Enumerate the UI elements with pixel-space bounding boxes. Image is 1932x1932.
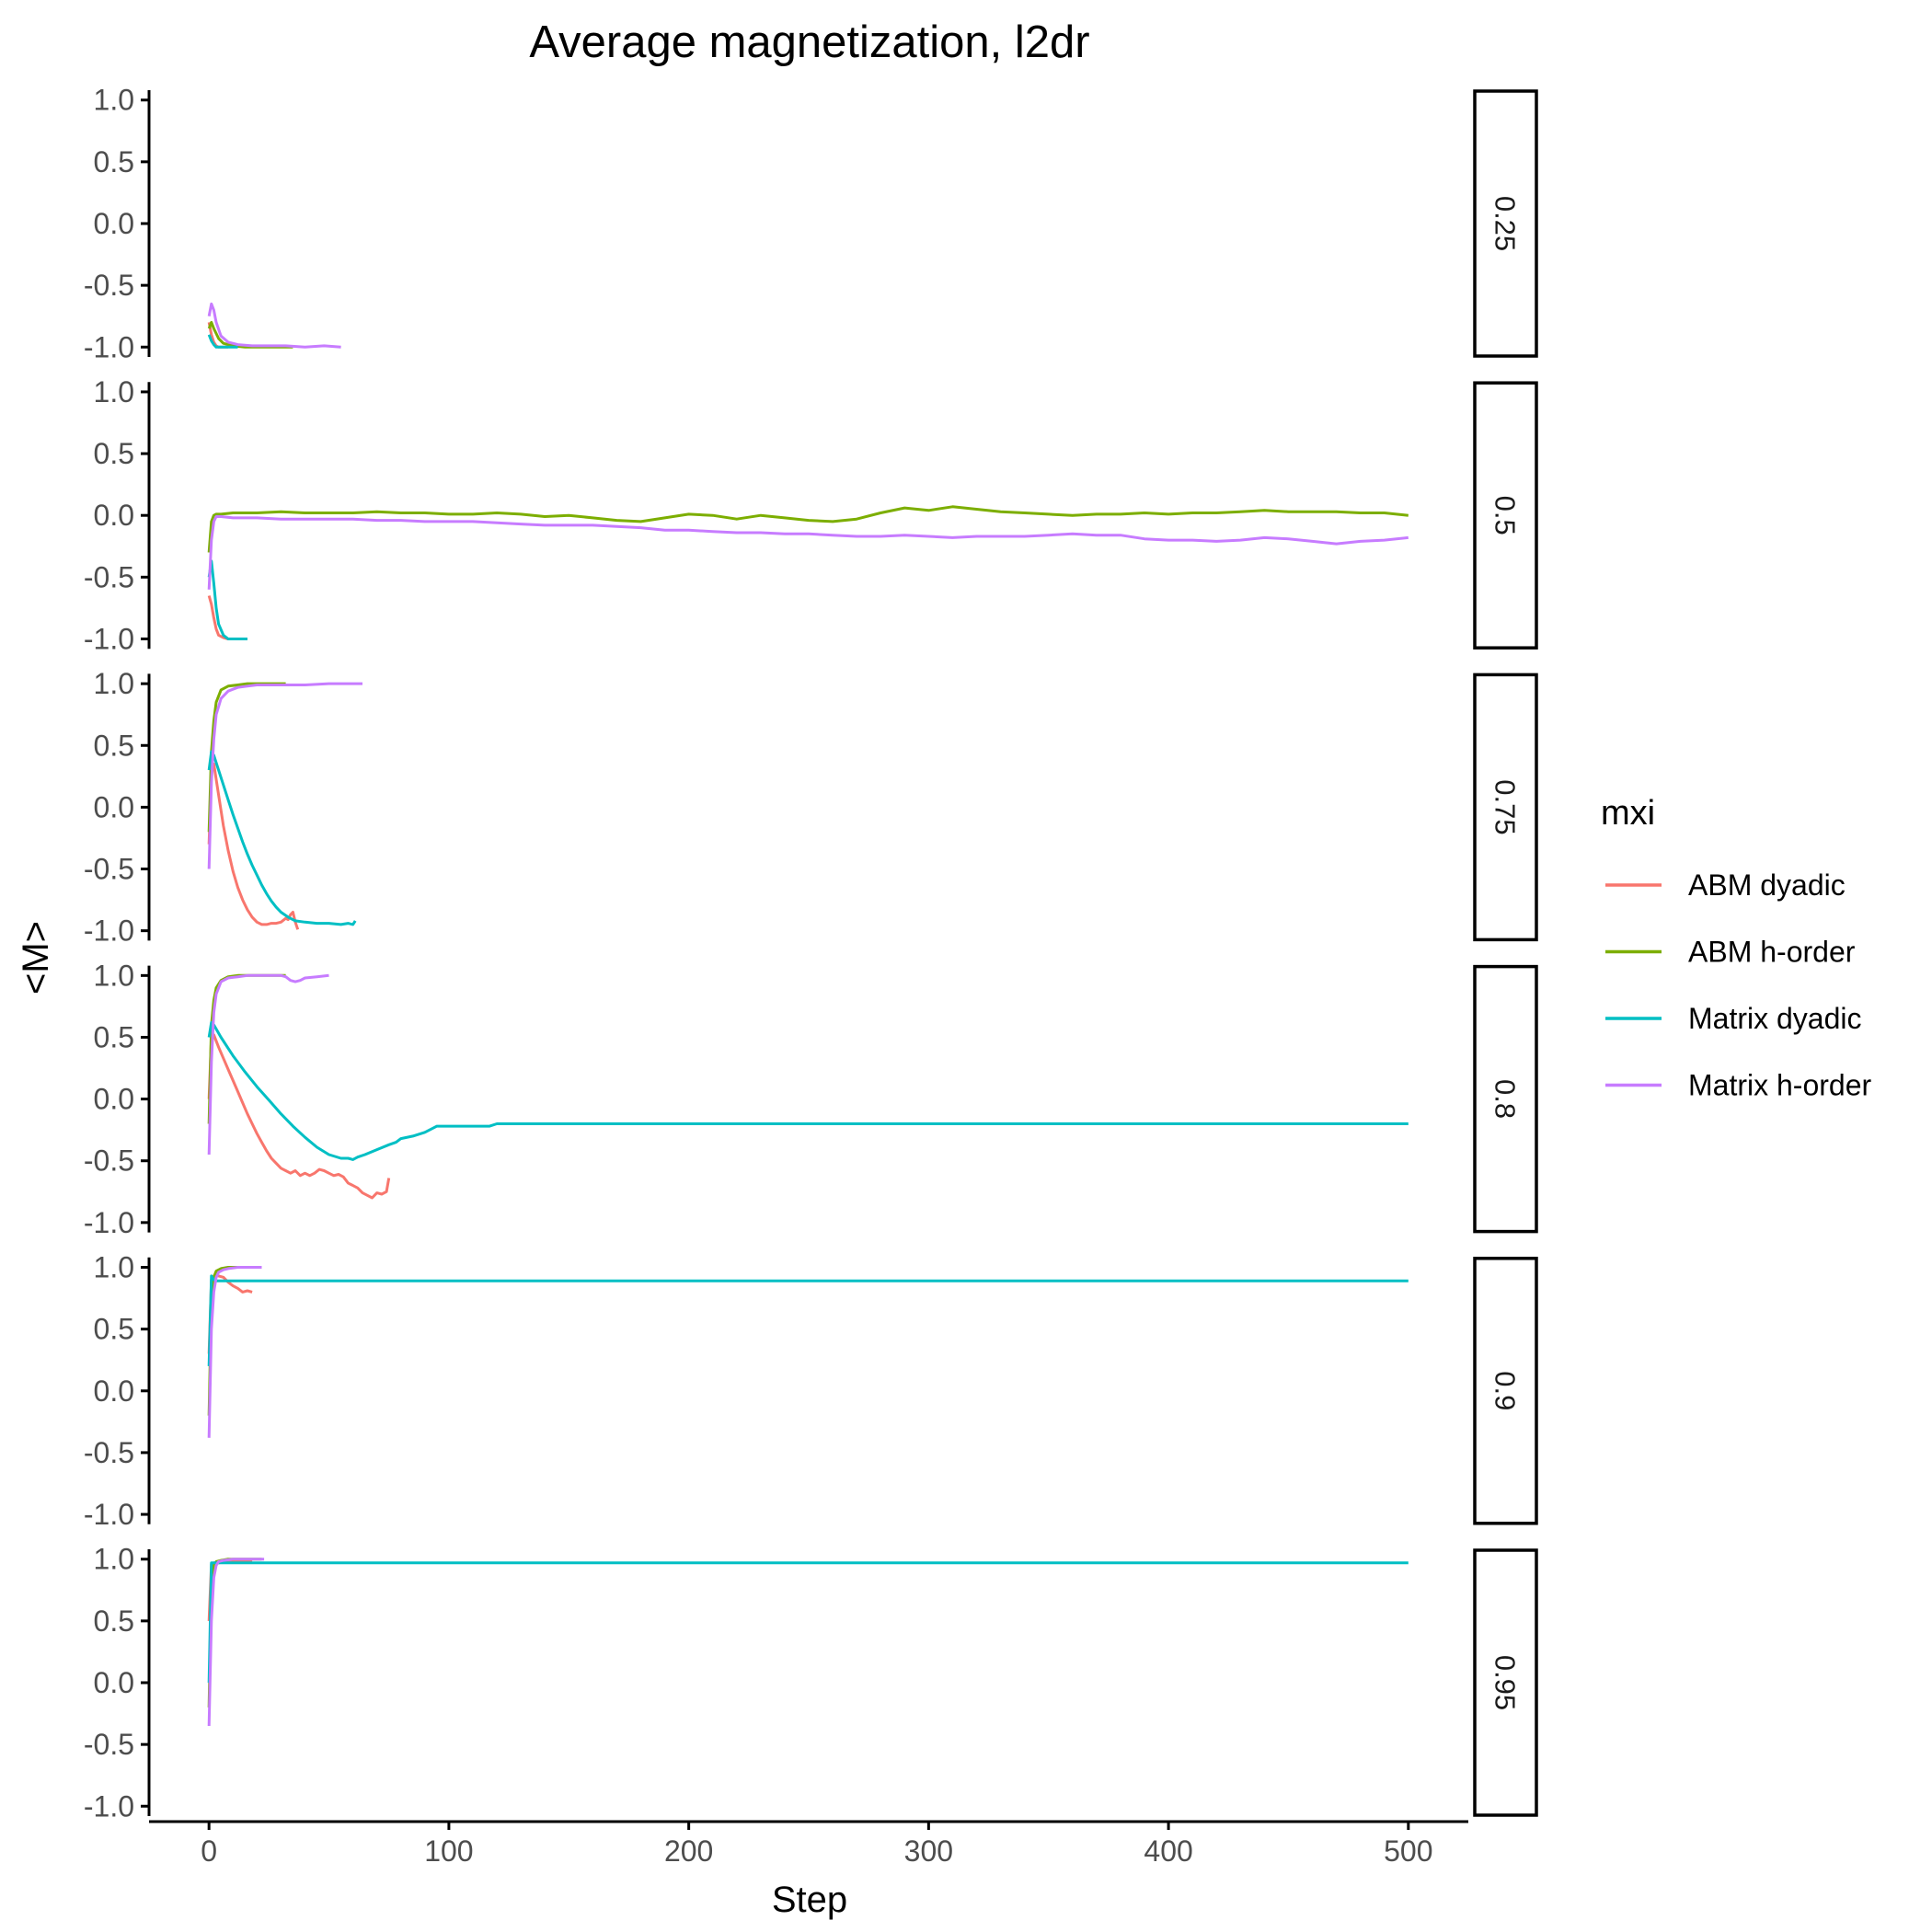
facet-panels: -1.0 -0.5 0.0 0.5 1.0 0.25 -1.0 -0.5 0.0 0.5 1.0 0.… — [84, 84, 1538, 1823]
facet-panel: -1.0 -0.5 0.0 0.5 1.0 0.5 — [84, 375, 1538, 655]
legend-label: Matrix dyadic — [1688, 1002, 1862, 1035]
y-tick-label: -0.5 — [84, 1436, 134, 1469]
y-tick-label: 1.0 — [94, 959, 134, 992]
facet-strip — [1473, 1548, 1538, 1817]
series-line-matrix-dyadic — [207, 1020, 1409, 1161]
legend-label: ABM h-order — [1688, 936, 1856, 969]
series-line-abm-h-order — [207, 505, 1409, 553]
facet-panel: -1.0 -0.5 0.0 0.5 1.0 0.95 — [84, 1543, 1538, 1823]
x-tick-label: 300 — [904, 1834, 953, 1868]
y-tick-label: 0.5 — [94, 1020, 134, 1053]
x-axis-title: Step — [772, 1880, 847, 1920]
series-line-matrix-h-order — [207, 1266, 262, 1438]
facet-panel: -1.0 -0.5 0.0 0.5 1.0 0.75 — [84, 667, 1538, 948]
chart-title: Average magnetization, l2dr — [529, 17, 1089, 67]
y-tick-label: 1.0 — [94, 375, 134, 408]
y-tick-label: 0.0 — [94, 1374, 134, 1408]
y-tick-label: 1.0 — [94, 84, 134, 117]
y-tick-label: 0.0 — [94, 499, 134, 532]
legend-label: ABM dyadic — [1688, 868, 1846, 902]
x-axis: 0 100 200 300 400 500 — [149, 1820, 1468, 1868]
series-line-abm-dyadic — [207, 1033, 391, 1200]
y-tick-label: -0.5 — [84, 560, 134, 593]
y-tick-label: 0.5 — [94, 145, 134, 178]
y-tick-label: 1.0 — [94, 1251, 134, 1284]
series-line-abm-dyadic — [207, 762, 300, 930]
y-tick-label: -0.5 — [84, 269, 134, 302]
y-tick-label: -0.5 — [84, 1728, 134, 1761]
facet-strip — [1473, 1257, 1538, 1525]
x-tick-label: 200 — [664, 1834, 713, 1868]
series-line-matrix-dyadic — [207, 559, 247, 640]
y-tick-label: 1.0 — [94, 667, 134, 700]
series-line-matrix-dyadic — [207, 334, 238, 349]
x-tick-label: 400 — [1144, 1834, 1192, 1868]
series-line-matrix-h-order — [207, 973, 329, 1156]
facet-strip — [1473, 381, 1538, 650]
y-tick-label: -1.0 — [84, 914, 134, 948]
y-tick-label: -1.0 — [84, 1206, 134, 1239]
y-tick-label: 0.0 — [94, 1666, 134, 1699]
y-tick-label: 1.0 — [94, 1543, 134, 1576]
series-line-matrix-dyadic — [207, 1274, 1409, 1366]
y-tick-label: -1.0 — [84, 330, 134, 363]
legend-label: Matrix h-order — [1688, 1069, 1872, 1102]
series-line-matrix-dyadic — [207, 1561, 1409, 1684]
y-tick-label: -0.5 — [84, 1144, 134, 1178]
facet-panel: -1.0 -0.5 0.0 0.5 1.0 0.9 — [84, 1251, 1538, 1531]
x-tick-label: 100 — [424, 1834, 473, 1868]
facet-strip — [1473, 89, 1538, 358]
y-tick-label: 0.0 — [94, 790, 134, 823]
facet-strip-label: 0.9 — [1489, 1371, 1522, 1410]
y-tick-label: -1.0 — [84, 622, 134, 655]
facet-strip-label: 0.95 — [1489, 1655, 1522, 1710]
series-line-abm-h-order — [207, 1558, 262, 1708]
facet-panel: -1.0 -0.5 0.0 0.5 1.0 0.25 — [84, 84, 1538, 363]
y-tick-label: 0.5 — [94, 1313, 134, 1346]
x-tick-label: 500 — [1384, 1834, 1432, 1868]
facet-panel: -1.0 -0.5 0.0 0.5 1.0 0.8 — [84, 959, 1538, 1239]
y-tick-label: -1.0 — [84, 1789, 134, 1823]
y-tick-label: 0.5 — [94, 437, 134, 470]
facet-strip — [1473, 673, 1538, 942]
y-tick-label: 0.0 — [94, 1083, 134, 1116]
y-tick-label: 0.5 — [94, 1604, 134, 1638]
series-line-matrix-h-order — [207, 1558, 265, 1727]
facet-strip-label: 0.8 — [1489, 1079, 1522, 1119]
series-line-matrix-h-order — [207, 682, 362, 869]
facet-strip — [1473, 964, 1538, 1234]
facet-strip-label: 0.5 — [1489, 496, 1522, 535]
y-tick-label: -1.0 — [84, 1498, 134, 1531]
series-line-abm-h-order — [207, 1266, 262, 1416]
series-line-matrix-dyadic — [207, 750, 357, 926]
facet-strip-label: 0.75 — [1489, 779, 1522, 834]
y-tick-label: 0.5 — [94, 729, 134, 762]
x-tick-label: 0 — [201, 1834, 217, 1868]
facet-strip-label: 0.25 — [1489, 196, 1522, 251]
legend-title: mxi — [1601, 794, 1655, 833]
y-tick-label: -0.5 — [84, 853, 134, 886]
y-tick-label: 0.0 — [94, 207, 134, 240]
legend: mxi ABM dyadic ABM h-order Matrix dyadic Ma… — [1601, 794, 1872, 1102]
series-line-matrix-h-order — [207, 515, 1409, 590]
series-line-matrix-h-order — [207, 302, 341, 349]
y-axis-title: <M> — [16, 921, 56, 995]
